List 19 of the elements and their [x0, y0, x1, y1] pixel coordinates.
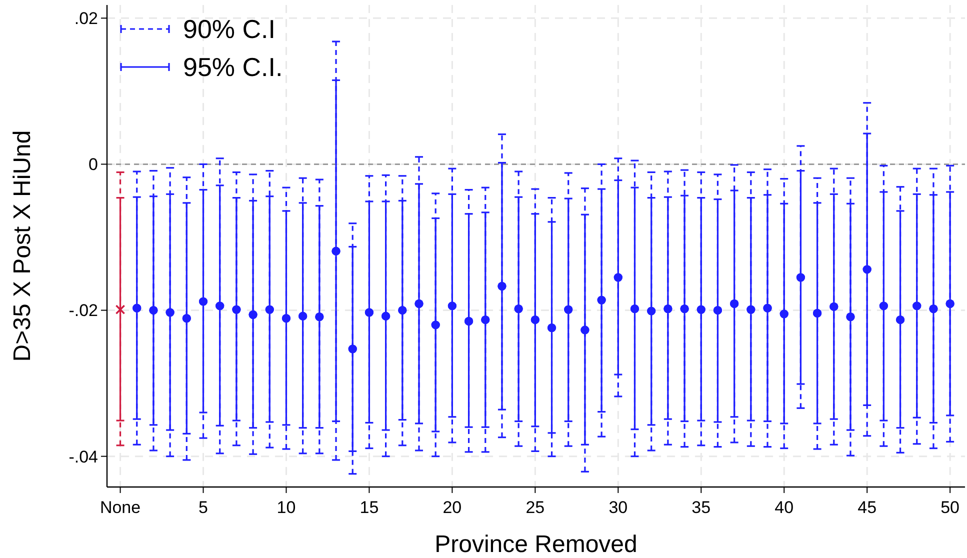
x-tick-label: 25: [526, 498, 545, 517]
x-tick-label: 50: [940, 498, 960, 517]
x-tick-label: 35: [692, 498, 711, 517]
x-tick-label: 30: [608, 498, 628, 517]
x-tick-label: 10: [276, 498, 296, 517]
x-tick-label: 15: [360, 498, 379, 517]
x-tick-label: 45: [858, 498, 877, 517]
legend-label: 95% C.I.: [183, 52, 283, 82]
y-tick-label: -.04: [68, 447, 98, 466]
y-tick-label: 0: [88, 155, 98, 174]
y-axis-title: D>35 X Post X HiUnd: [9, 130, 36, 362]
x-tick-label: 20: [442, 498, 462, 517]
x-tick-label: 5: [198, 498, 208, 517]
x-axis-title: Province Removed: [434, 531, 638, 558]
legend-label: 90% C.I: [183, 14, 276, 44]
x-tick-label: None: [100, 498, 141, 517]
x-tick-label: 40: [774, 498, 794, 517]
y-tick-label: -.02: [68, 301, 98, 320]
y-tick-label: .02: [74, 9, 98, 28]
